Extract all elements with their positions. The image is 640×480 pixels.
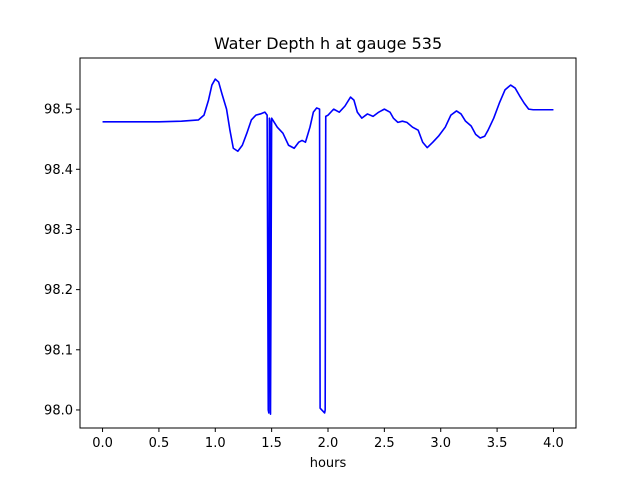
x-tick-label: 2.5 [374, 436, 395, 451]
x-tick-label: 0.0 [92, 436, 113, 451]
x-tick-label: 1.0 [205, 436, 226, 451]
x-tick-label: 3.5 [487, 436, 508, 451]
chart-title: Water Depth h at gauge 535 [214, 34, 442, 53]
x-tick-label: 1.5 [261, 436, 282, 451]
plot-layer [102, 78, 554, 415]
x-tick-label: 0.5 [149, 436, 170, 451]
y-tick-label: 98.2 [44, 283, 73, 298]
series-line-0 [102, 78, 554, 415]
x-tick-label: 4.0 [543, 436, 564, 451]
y-tick-label: 98.5 [44, 103, 73, 118]
y-tick-label: 98.0 [44, 403, 73, 418]
x-tick-label: 3.0 [430, 436, 451, 451]
y-tick-label: 98.1 [44, 343, 73, 358]
y-tick-label: 98.3 [44, 223, 73, 238]
plot-frame [79, 57, 577, 429]
x-tick-label: 2.0 [318, 436, 339, 451]
ticks-layer: 0.0 0.5 1.0 1.5 2.0 2.5 3.0 3.5 4.0 98.0 98.1 98.2 9… [44, 103, 564, 451]
x-axis-label: hours [310, 456, 347, 471]
y-tick-label: 98.4 [44, 163, 73, 178]
